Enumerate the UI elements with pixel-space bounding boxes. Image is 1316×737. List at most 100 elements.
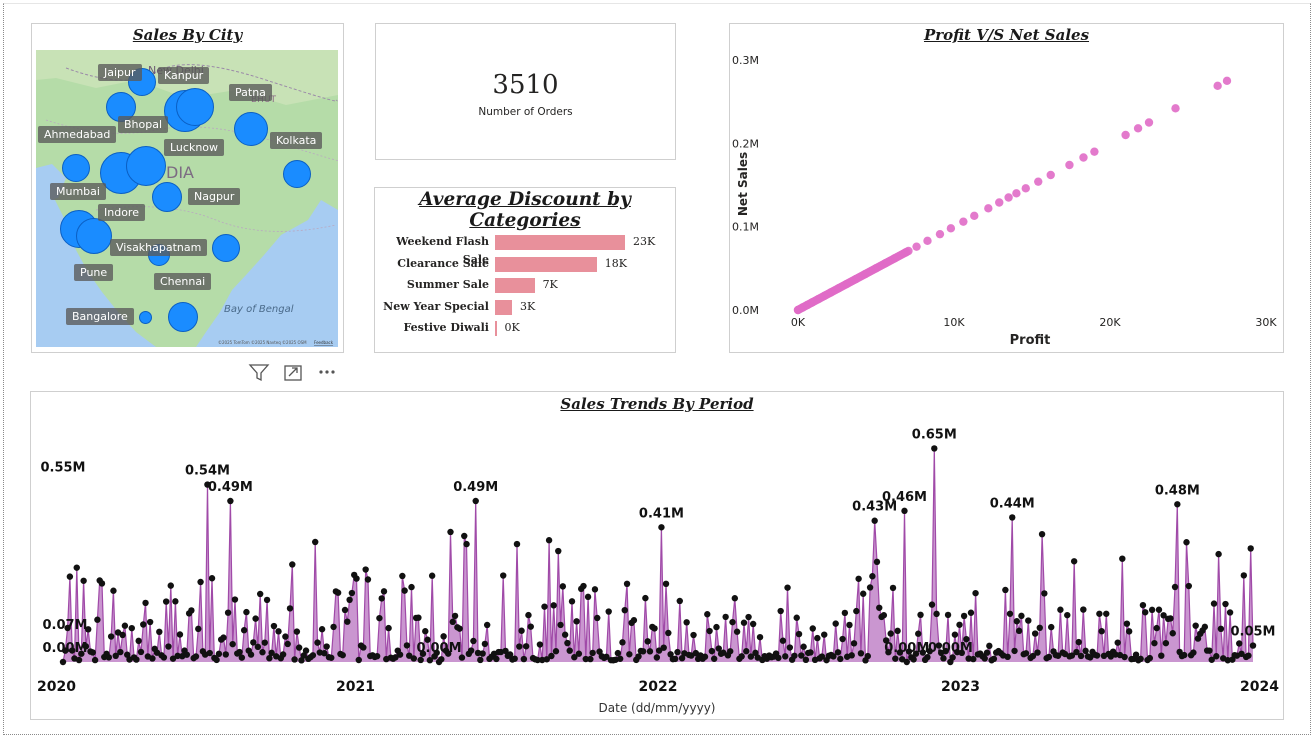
trend-point[interactable]: [910, 656, 917, 663]
trend-point[interactable]: [220, 634, 227, 641]
trend-point[interactable]: [119, 631, 126, 639]
trend-point[interactable]: [639, 648, 647, 655]
trend-point[interactable]: [784, 584, 791, 591]
trend-point[interactable]: [584, 593, 592, 601]
trend-point[interactable]: [887, 630, 894, 637]
trend-point[interactable]: [1041, 590, 1048, 597]
trend-point[interactable]: [1162, 639, 1170, 647]
scatter-point[interactable]: [1144, 118, 1154, 127]
trend-point[interactable]: [270, 622, 278, 630]
trend-point[interactable]: [263, 596, 271, 604]
trend-point[interactable]: [731, 595, 739, 602]
trend-point[interactable]: [653, 654, 661, 661]
trend-point[interactable]: [660, 644, 667, 651]
scatter-point[interactable]: [1090, 147, 1099, 156]
trend-point[interactable]: [949, 654, 956, 661]
trend-point[interactable]: [472, 497, 479, 505]
trend-point[interactable]: [587, 655, 594, 663]
scatter-point[interactable]: [1222, 76, 1232, 86]
trend-point[interactable]: [1119, 555, 1126, 562]
filter-icon[interactable]: [248, 364, 270, 382]
trend-point[interactable]: [174, 652, 181, 660]
trend-point[interactable]: [78, 650, 85, 657]
trend-point[interactable]: [963, 635, 970, 643]
trend-point[interactable]: [924, 653, 931, 661]
trend-point[interactable]: [527, 623, 534, 630]
trend-point[interactable]: [850, 640, 858, 647]
trend-point[interactable]: [344, 618, 351, 625]
trend-point[interactable]: [1114, 639, 1121, 646]
trend-point[interactable]: [348, 589, 356, 597]
trend-point[interactable]: [479, 650, 486, 657]
trend-point[interactable]: [646, 648, 654, 655]
trend-point[interactable]: [376, 614, 383, 622]
scatter-point[interactable]: [1065, 160, 1074, 170]
trend-point[interactable]: [614, 649, 622, 657]
trend-point[interactable]: [871, 517, 878, 524]
scatter-point[interactable]: [923, 236, 932, 246]
trend-point[interactable]: [552, 648, 560, 655]
trend-point[interactable]: [447, 528, 454, 536]
trend-point[interactable]: [671, 655, 679, 663]
trend-point[interactable]: [605, 608, 612, 615]
trend-point[interactable]: [128, 624, 135, 632]
trend-point[interactable]: [1022, 650, 1030, 657]
trend-point[interactable]: [1208, 656, 1215, 663]
trend-point[interactable]: [630, 617, 638, 624]
trend-point[interactable]: [1080, 606, 1087, 613]
trend-point[interactable]: [942, 647, 949, 655]
trend-point[interactable]: [626, 651, 633, 658]
trend-point[interactable]: [206, 649, 213, 657]
trend-point[interactable]: [944, 611, 952, 619]
trend-point[interactable]: [1057, 606, 1064, 613]
trend-point[interactable]: [1082, 647, 1089, 655]
trend-point[interactable]: [1151, 639, 1158, 647]
orders-kpi-card[interactable]: 3510 Number of Orders: [375, 23, 676, 160]
trend-point[interactable]: [676, 597, 683, 605]
trend-point[interactable]: [1247, 545, 1254, 552]
trend-point[interactable]: [1236, 640, 1243, 647]
trend-point[interactable]: [204, 481, 211, 488]
trend-point[interactable]: [832, 620, 839, 627]
trend-point[interactable]: [1169, 630, 1176, 637]
trend-point[interactable]: [522, 643, 530, 650]
sales-by-city-panel[interactable]: Sales By City BHUT New Delhi DIA Bay of …: [31, 23, 344, 353]
trend-point[interactable]: [516, 643, 523, 650]
trend-point[interactable]: [403, 642, 411, 649]
trend-point[interactable]: [683, 619, 690, 626]
trend-point[interactable]: [266, 654, 273, 662]
trend-point[interactable]: [706, 627, 713, 635]
trend-point[interactable]: [1139, 601, 1147, 609]
trend-point[interactable]: [928, 601, 936, 608]
trend-point[interactable]: [1123, 620, 1131, 627]
trend-point[interactable]: [291, 656, 298, 663]
trend-point[interactable]: [894, 627, 901, 635]
trend-point[interactable]: [419, 650, 427, 657]
trend-point[interactable]: [1038, 530, 1046, 538]
trend-point[interactable]: [341, 606, 349, 614]
trend-point[interactable]: [674, 648, 681, 656]
trend-point[interactable]: [142, 599, 149, 607]
trend-point[interactable]: [256, 590, 264, 598]
trend-point[interactable]: [561, 631, 569, 638]
trend-point[interactable]: [518, 627, 525, 634]
trend-point[interactable]: [334, 589, 342, 596]
trend-point[interactable]: [222, 651, 229, 658]
trend-point[interactable]: [408, 583, 415, 591]
trend-point[interactable]: [110, 587, 117, 594]
trend-point[interactable]: [188, 607, 195, 614]
trend-point[interactable]: [1075, 638, 1082, 646]
trend-point[interactable]: [873, 558, 881, 566]
trend-point[interactable]: [990, 655, 998, 663]
focus-mode-icon[interactable]: [284, 365, 302, 381]
scatter-point[interactable]: [1133, 124, 1143, 133]
trend-point[interactable]: [275, 628, 282, 635]
trend-point[interactable]: [777, 607, 784, 615]
scatter-point[interactable]: [1046, 170, 1055, 180]
trend-point[interactable]: [616, 655, 624, 662]
trend-point[interactable]: [1070, 558, 1078, 565]
trend-point[interactable]: [461, 532, 468, 540]
trend-point[interactable]: [582, 655, 589, 663]
trend-point[interactable]: [511, 655, 518, 662]
trend-point[interactable]: [729, 618, 736, 626]
